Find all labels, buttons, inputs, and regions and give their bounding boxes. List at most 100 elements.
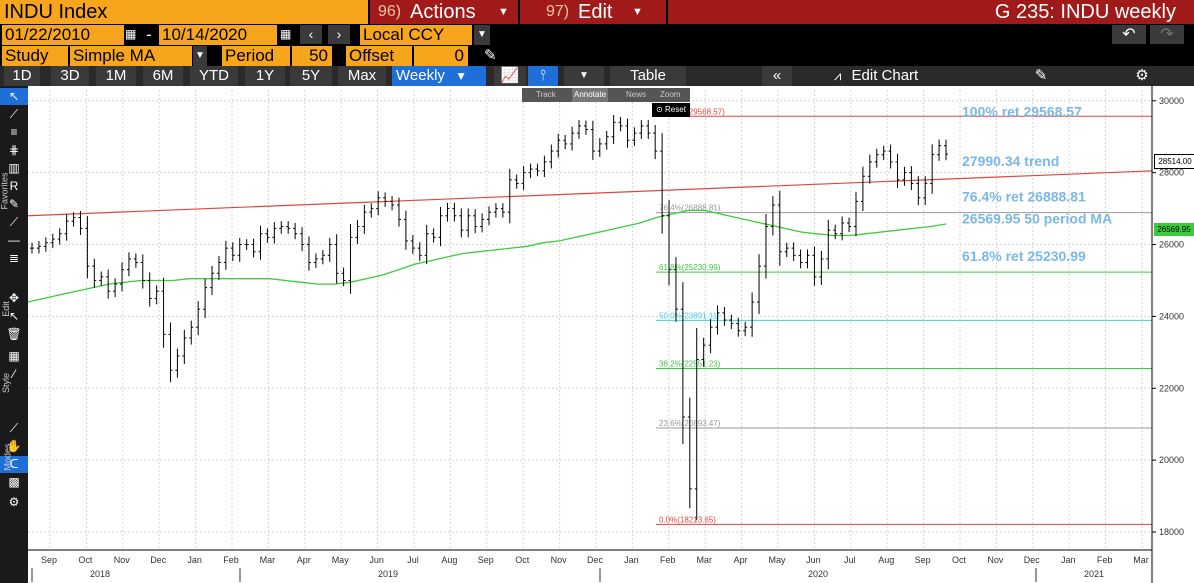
chevron-down-icon: ▼ [498, 6, 509, 18]
settings-icon[interactable]: ⚙ [8, 495, 20, 509]
pencil-icon[interactable]: ✎ [8, 197, 20, 211]
gear-icon[interactable]: ⚙ [1135, 67, 1149, 84]
reset-icon: ⊙ [656, 105, 663, 114]
modes-label: Modes [2, 443, 13, 471]
edit-label: Edit [578, 1, 613, 23]
period-1m-button[interactable]: 1M [96, 66, 136, 86]
select-icon[interactable]: ↖ [8, 309, 20, 323]
chevron-down-icon[interactable]: ▼ [474, 25, 490, 45]
track-mode-button[interactable]: Track [536, 90, 556, 99]
trendline-icon[interactable]: ⟋ [9, 107, 19, 121]
fib-level-label: 50.0%(23891.11) [659, 311, 720, 320]
x-tick-label: Feb [660, 555, 676, 565]
reset-button[interactable]: ⊙ Reset [652, 103, 690, 117]
currency-value: Local CCY [363, 25, 445, 44]
x-tick-label: Aug [441, 555, 457, 565]
x-tick-label: Apr [297, 555, 311, 565]
trend-line [28, 170, 1153, 217]
style-label: Style [1, 372, 12, 394]
fib-level-label: 61.8%(25230.99) [659, 263, 721, 272]
measure-icon[interactable]: ⟋ [9, 215, 19, 229]
next-range-button[interactable]: › [328, 25, 350, 44]
fib-level-label: 38.2%(22551.23) [659, 359, 721, 368]
line-chart-icon[interactable]: 📈 [494, 66, 526, 86]
x-tick-label: Oct [78, 555, 93, 565]
period-max-button[interactable]: Max [338, 66, 386, 86]
x-tick-label: Feb [1097, 555, 1113, 565]
edit-chart-label: Edit Chart [851, 67, 919, 84]
year-label: 2020 [808, 569, 828, 579]
zoom-mode-button[interactable]: Zoom [660, 90, 681, 99]
edit-menu[interactable]: 97) Edit ▼ [520, 0, 666, 24]
study-value: Simple MA [73, 46, 156, 65]
annotation-618-ret: 61.8% ret 25230.99 [962, 248, 1086, 264]
redo-button[interactable]: ↷ [1150, 25, 1184, 44]
annotation-ma: 26569.95 50 period MA [962, 211, 1112, 227]
x-tick-label: Jul [407, 555, 419, 565]
draw-icon[interactable]: ✎ [1034, 67, 1048, 84]
start-date-field[interactable]: 01/22/2010 [2, 25, 124, 45]
period-input[interactable]: 50 [292, 46, 332, 66]
end-date-value: 10/14/2020 [162, 25, 248, 44]
y-tick-label: 28000 [1159, 168, 1184, 178]
chart-area[interactable]: 100.0%(29568.57) 76.4%(26888.81) 61.8%(252… [28, 86, 1194, 583]
x-tick-label: Dec [1024, 555, 1041, 565]
prev-range-button[interactable]: ‹ [300, 25, 322, 44]
period-1d-button[interactable]: 1D [4, 66, 40, 86]
edit-chart-button[interactable]: ⩘ Edit Chart [834, 66, 954, 86]
period-5y-button[interactable]: 5Y [290, 66, 332, 86]
text-r-icon[interactable]: R [9, 179, 19, 193]
period-1y-button[interactable]: 1Y [245, 66, 285, 86]
chevron-down-icon: ▼ [632, 6, 643, 18]
pen-icon[interactable]: ✎ [484, 47, 497, 64]
frequency-select[interactable]: Weekly ▼ [392, 66, 486, 86]
magnet-icon[interactable]: ᑕ [0, 456, 28, 473]
x-tick-label: Dec [150, 555, 167, 565]
offset-label: Offset [346, 46, 412, 66]
brush-icon[interactable]: ⁄ [12, 367, 15, 381]
bar-chart-icon[interactable]: ⫯ [528, 66, 558, 86]
period-ytd-button[interactable]: YTD [190, 66, 238, 86]
annotation-trend: 27990.34 trend [962, 153, 1059, 169]
undo-button[interactable]: ↶ [1112, 25, 1146, 44]
candle-icon[interactable]: ▥ [8, 161, 20, 175]
year-label: 2021 [1084, 569, 1104, 579]
hand-icon[interactable]: ✋ [6, 439, 22, 453]
currency-select[interactable]: Local CCY [360, 25, 472, 45]
price-chart[interactable]: 100.0%(29568.57) 76.4%(26888.81) 61.8%(252… [28, 86, 1194, 583]
x-tick-label: Oct [952, 555, 967, 565]
actions-menu[interactable]: 96) Actions ▼ [370, 0, 518, 24]
line-icon[interactable]: — [8, 233, 20, 247]
end-date-field[interactable]: 10/14/2020 [159, 25, 277, 45]
fib-fan-icon[interactable]: ⋕ [8, 143, 20, 157]
x-tick-label: Jan [1061, 555, 1076, 565]
fib-retracement-icon[interactable]: ≡ [10, 125, 18, 139]
study-select[interactable]: Simple MA [70, 46, 192, 66]
calendar-icon[interactable]: ▦ [125, 27, 137, 41]
collapse-icon[interactable]: « [762, 66, 792, 86]
x-tick-label: Sep [478, 555, 494, 565]
calendar-icon[interactable]: ▦ [280, 27, 292, 41]
reset-label: Reset [665, 105, 686, 114]
channel-icon[interactable]: ≣ [8, 251, 20, 265]
x-tick-label: Apr [734, 555, 748, 565]
period-6m-button[interactable]: 6M [143, 66, 183, 86]
palette-icon[interactable]: ▩ [8, 475, 20, 489]
table-button[interactable]: Table [610, 66, 686, 86]
chart-type-dropdown[interactable]: ▼ [564, 66, 604, 86]
news-mode-button[interactable]: News [626, 90, 647, 99]
chevron-down-icon[interactable]: ▼ [193, 46, 207, 66]
period-3d-button[interactable]: 3D [51, 66, 89, 86]
y-tick-label: 20000 [1159, 455, 1184, 465]
ma-price-value: 26569.95 [1157, 225, 1191, 234]
offset-input[interactable]: 0 [414, 46, 468, 66]
trash-icon[interactable]: 🗑 [6, 327, 22, 341]
ticker-title[interactable]: INDU Index [0, 0, 368, 24]
edit-number: 97) [546, 3, 570, 20]
annotate-mode-button[interactable]: Annotate [572, 88, 609, 102]
pointer-icon[interactable]: ↖ [0, 88, 28, 105]
move-icon[interactable]: ✥ [8, 291, 20, 305]
color-icon[interactable]: ▦ [8, 349, 20, 363]
x-tick-label: Nov [987, 555, 1004, 565]
line-style-icon[interactable]: ⟋ [9, 421, 19, 435]
